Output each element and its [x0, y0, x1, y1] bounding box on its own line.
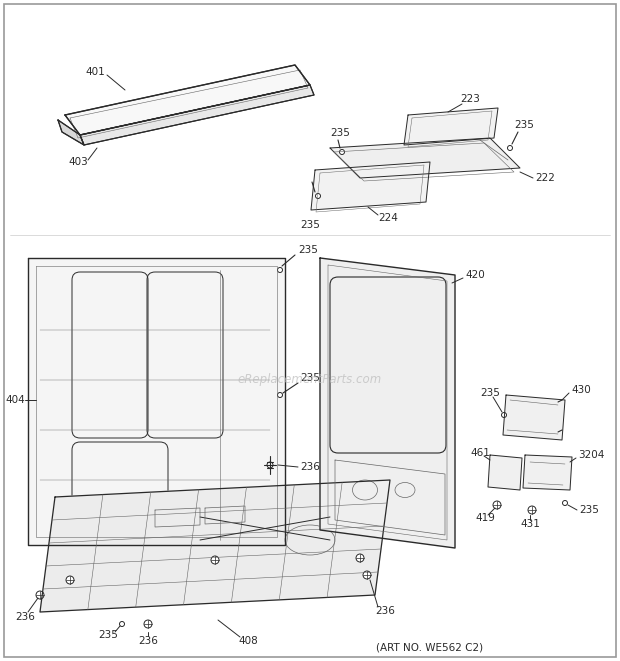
- Text: 420: 420: [465, 270, 485, 280]
- Text: eReplacementParts.com: eReplacementParts.com: [238, 373, 382, 387]
- Polygon shape: [320, 258, 455, 548]
- Text: 235: 235: [298, 245, 318, 255]
- Text: 403: 403: [68, 157, 88, 167]
- Ellipse shape: [36, 591, 44, 599]
- Polygon shape: [58, 120, 84, 145]
- Ellipse shape: [278, 268, 283, 272]
- Ellipse shape: [211, 556, 219, 564]
- Ellipse shape: [508, 145, 513, 151]
- Text: 235: 235: [514, 120, 534, 130]
- Text: 236: 236: [375, 606, 395, 616]
- Polygon shape: [330, 138, 520, 178]
- Text: 419: 419: [475, 513, 495, 523]
- Ellipse shape: [66, 576, 74, 584]
- Text: 235: 235: [480, 388, 500, 398]
- Ellipse shape: [278, 393, 283, 397]
- Ellipse shape: [144, 620, 152, 628]
- Text: 222: 222: [535, 173, 555, 183]
- Polygon shape: [80, 85, 314, 145]
- Polygon shape: [28, 258, 285, 545]
- Polygon shape: [40, 480, 390, 612]
- Polygon shape: [404, 108, 498, 145]
- Ellipse shape: [493, 501, 501, 509]
- Text: (ART NO. WE562 C2): (ART NO. WE562 C2): [376, 643, 484, 653]
- Ellipse shape: [316, 194, 321, 198]
- Polygon shape: [65, 65, 310, 135]
- Text: 461: 461: [470, 448, 490, 458]
- Ellipse shape: [120, 621, 125, 627]
- Text: 235: 235: [330, 128, 350, 138]
- Text: 236: 236: [15, 612, 35, 622]
- Polygon shape: [311, 162, 430, 210]
- Text: 401: 401: [85, 67, 105, 77]
- Polygon shape: [503, 395, 565, 440]
- Text: 408: 408: [238, 636, 258, 646]
- Text: 235: 235: [300, 373, 320, 383]
- Text: 235: 235: [300, 220, 320, 230]
- Text: 404: 404: [5, 395, 25, 405]
- Ellipse shape: [363, 571, 371, 579]
- Ellipse shape: [502, 412, 507, 418]
- Text: 3204: 3204: [578, 450, 604, 460]
- Text: 430: 430: [571, 385, 591, 395]
- Ellipse shape: [528, 506, 536, 514]
- Polygon shape: [488, 455, 522, 490]
- Text: 223: 223: [460, 94, 480, 104]
- Ellipse shape: [340, 149, 345, 155]
- Ellipse shape: [356, 554, 364, 562]
- Ellipse shape: [562, 500, 567, 506]
- Ellipse shape: [267, 462, 273, 468]
- Text: 236: 236: [300, 462, 320, 472]
- Text: 235: 235: [579, 505, 599, 515]
- Polygon shape: [523, 455, 572, 490]
- Text: 236: 236: [138, 636, 158, 646]
- Text: 235: 235: [98, 630, 118, 640]
- Text: 224: 224: [378, 213, 398, 223]
- Text: 431: 431: [520, 519, 540, 529]
